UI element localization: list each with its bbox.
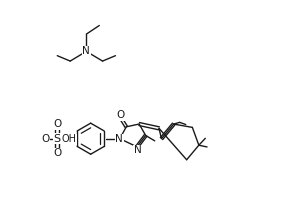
Text: O: O (53, 119, 61, 129)
Text: O: O (42, 134, 50, 144)
Text: O: O (117, 110, 125, 120)
Text: OH: OH (62, 134, 77, 144)
Text: N: N (133, 145, 141, 155)
Text: N: N (82, 46, 90, 56)
Text: O: O (53, 148, 61, 158)
Text: S: S (54, 134, 61, 144)
Text: N: N (115, 134, 123, 144)
